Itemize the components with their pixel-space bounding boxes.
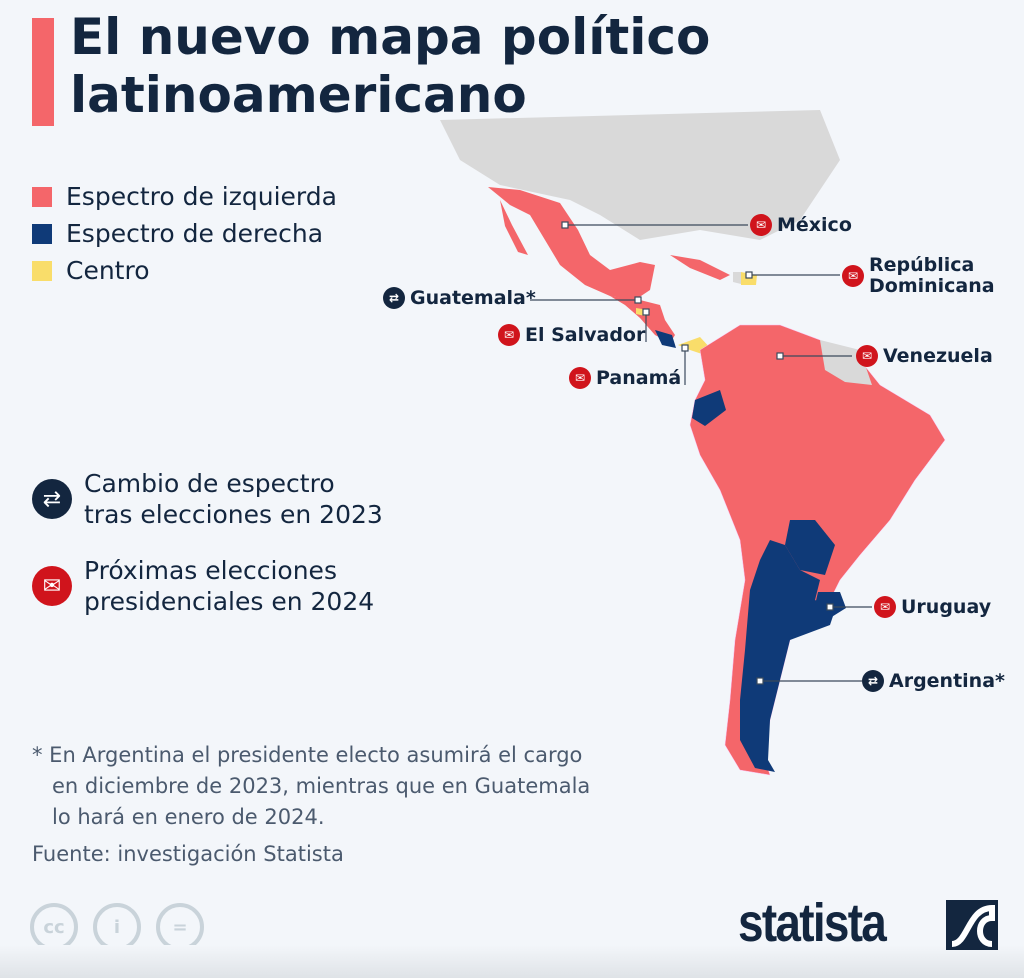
country-name: Argentina* <box>889 669 1005 692</box>
attribution-icon[interactable]: i <box>93 903 141 951</box>
swap-arrows-icon: ⇄ <box>32 479 72 519</box>
source: Fuente: investigación Statista <box>32 842 344 866</box>
costa-rica <box>655 330 676 348</box>
label-venezuela: ✉ Venezuela <box>856 345 993 367</box>
country-name: República Dominicana <box>869 255 995 297</box>
country-name: Panamá <box>596 366 682 389</box>
ballot-box-icon: ✉ <box>856 345 878 367</box>
country-name: México <box>777 213 852 236</box>
footer-shade <box>0 945 1024 978</box>
label-panama: ✉ Panamá <box>569 367 681 389</box>
page-title: El nuevo mapa político latinoamericano <box>70 8 711 124</box>
north-america <box>440 110 840 240</box>
no-derivatives-icon[interactable]: = <box>156 903 204 951</box>
swap-arrows-icon: ⇄ <box>862 670 884 692</box>
haiti <box>733 272 741 284</box>
country-name: El Salvador <box>525 323 646 346</box>
note-line: en diciembre de 2023, mientras que en Gu… <box>52 774 591 798</box>
argentina <box>740 540 835 772</box>
name-line: Dominicana <box>869 275 995 297</box>
ballot-box-icon: ✉ <box>498 324 520 346</box>
paraguay <box>785 520 835 575</box>
legend-center: Centro <box>32 256 150 285</box>
symbol-legend-swap: ⇄ Cambio de espectro tras elecciones en 20… <box>32 468 383 530</box>
swap-arrows-icon: ⇄ <box>383 287 405 309</box>
ballot-box-icon: ✉ <box>569 367 591 389</box>
country-markers <box>561 221 834 685</box>
legend-label: Espectro de izquierda <box>66 182 337 211</box>
label-el-salvador: ✉ El Salvador <box>498 324 645 346</box>
swatch-center <box>32 260 52 281</box>
swatch-right <box>32 223 52 244</box>
line: Cambio de espectro <box>84 469 335 498</box>
legend-left: Espectro de izquierda <box>32 182 337 211</box>
legend-right: Espectro de derecha <box>32 219 323 248</box>
label-guatemala: ⇄ Guatemala* <box>383 287 536 309</box>
line: presidenciales en 2024 <box>84 587 375 616</box>
swatch-left <box>32 186 52 207</box>
leader-lines <box>530 224 872 682</box>
note-line: * En Argentina el presidente electo asum… <box>32 743 583 767</box>
line: Próximas elecciones <box>84 556 337 585</box>
title-accent-bar <box>32 18 54 126</box>
symbol-label: Cambio de espectro tras elecciones en 202… <box>84 468 383 530</box>
ballot-box-icon: ✉ <box>842 265 864 287</box>
cc-license-icon[interactable]: cc <box>30 903 78 951</box>
label-uruguay: ✉ Uruguay <box>874 596 991 618</box>
symbol-legend-vote: ✉ Próximas elecciones presidenciales en 20… <box>32 555 374 617</box>
label-mexico: ✉ México <box>750 214 852 236</box>
mexico <box>488 187 655 300</box>
ballot-box-icon: ✉ <box>750 214 772 236</box>
ballot-box-icon: ✉ <box>874 596 896 618</box>
legend-label: Centro <box>66 256 150 285</box>
note-line: lo hará en enero de 2024. <box>52 805 325 829</box>
cuba <box>670 255 730 280</box>
ecuador <box>692 390 726 426</box>
label-argentina: ⇄ Argentina* <box>862 670 1005 692</box>
symbol-label: Próximas elecciones presidenciales en 202… <box>84 555 374 617</box>
country-name: Uruguay <box>901 595 992 618</box>
line: tras elecciones en 2023 <box>84 500 383 529</box>
country-name: Venezuela <box>883 344 993 367</box>
footnote: * En Argentina el presidente electo asum… <box>32 740 682 833</box>
ballot-box-icon: ✉ <box>32 566 72 606</box>
name-line: República <box>869 254 975 276</box>
country-name: Guatemala* <box>410 286 536 309</box>
statista-logo[interactable]: statista <box>738 893 887 953</box>
legend-label: Espectro de derecha <box>66 219 324 248</box>
statista-logo-icon <box>946 900 998 950</box>
label-dominicana: ✉ República Dominicana <box>842 255 995 297</box>
